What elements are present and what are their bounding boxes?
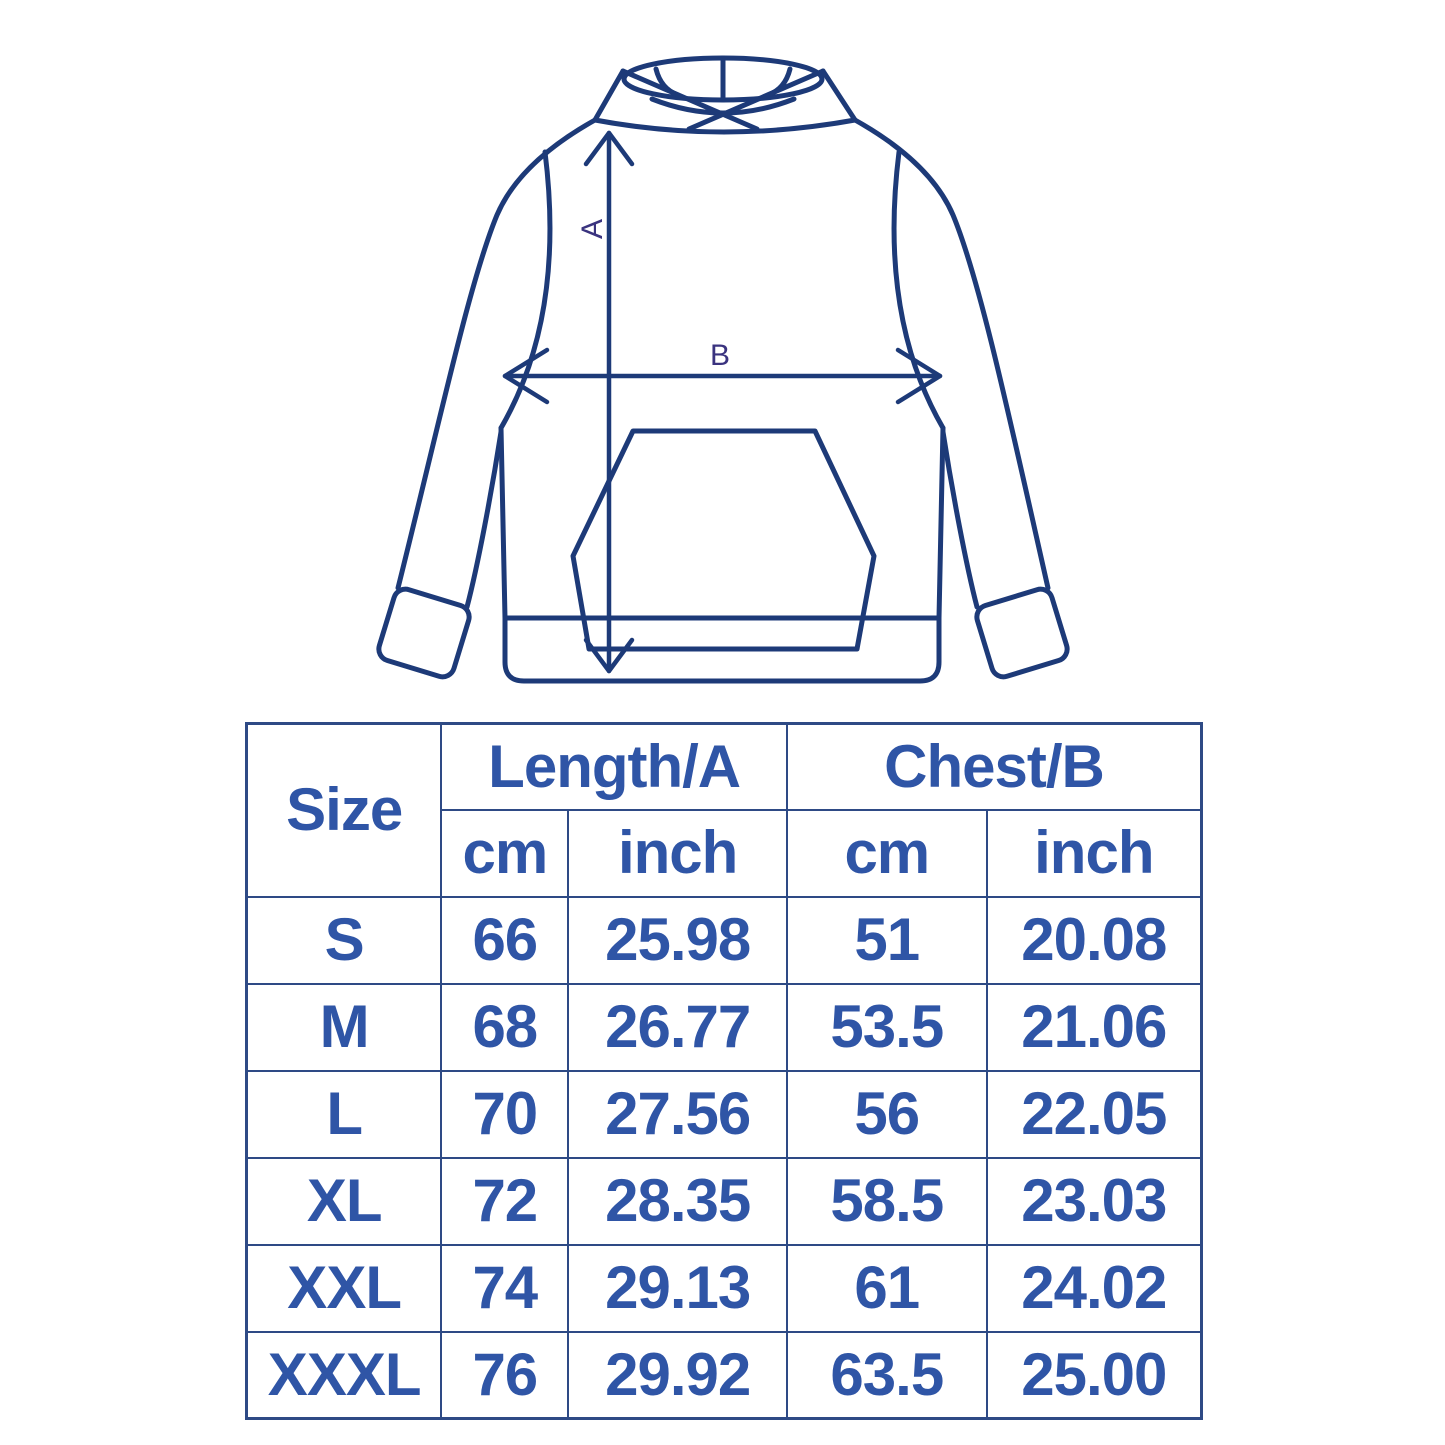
length-inch-value: 25.98 — [567, 895, 788, 985]
chest-cm-value: 53.5 — [786, 982, 988, 1072]
left-sleeve-outer-edge — [395, 117, 598, 591]
chest-inch-value: 22.05 — [985, 1069, 1203, 1159]
length-inch-value: 29.92 — [567, 1330, 788, 1420]
hood-chest-curve — [592, 117, 858, 135]
body-left-edge — [498, 425, 508, 621]
chest-column-header: Chest/B — [786, 722, 1203, 811]
dimension-label-a: A — [576, 219, 609, 239]
length-inch-value: 29.13 — [567, 1243, 788, 1333]
table-header-row: Size Length/A Chest/B — [245, 722, 1203, 898]
length-cm-value: 68 — [440, 982, 570, 1072]
hem-band-outline — [502, 615, 942, 684]
length-inch-unit-header: inch — [567, 808, 788, 898]
length-cm-value: 66 — [440, 895, 570, 985]
hoodie-line-drawing: A B — [376, 55, 1070, 684]
hood-left-cross-fold — [620, 68, 760, 132]
length-column-header: Length/A — [440, 722, 788, 811]
size-label: XL — [245, 1156, 443, 1246]
chest-cm-value: 63.5 — [786, 1330, 988, 1420]
chest-inch-value: 20.08 — [985, 895, 1203, 985]
table-unit-header-row: cm inch cm inch — [247, 808, 1203, 898]
length-inch-value: 26.77 — [567, 982, 788, 1072]
right-armhole-seam — [891, 149, 946, 431]
chest-inch-value: 25.00 — [985, 1330, 1203, 1420]
right-sleeve-inner-edge — [940, 429, 980, 610]
size-label: XXL — [245, 1243, 443, 1333]
table-row-l: L 70 27.56 56 22.05 — [245, 1069, 1203, 1159]
chest-cm-value: 58.5 — [786, 1156, 988, 1246]
length-inch-value: 27.56 — [567, 1069, 788, 1159]
length-cm-value: 76 — [440, 1330, 570, 1420]
chest-cm-value: 56 — [786, 1069, 988, 1159]
chest-inch-unit-header: inch — [985, 808, 1203, 898]
chest-inch-value: 21.06 — [985, 982, 1203, 1072]
right-cuff — [974, 586, 1070, 680]
left-cuff — [376, 586, 472, 680]
body-right-edge — [936, 425, 946, 621]
length-arrowhead-top — [583, 130, 635, 167]
hood-right-cross-fold — [686, 68, 826, 132]
length-arrowhead-bottom — [583, 637, 635, 674]
left-sleeve-inner-edge — [464, 429, 504, 610]
table-row-s: S 66 25.98 51 20.08 — [245, 895, 1203, 985]
size-column-header: Size — [245, 722, 443, 898]
chest-inch-value: 23.03 — [985, 1156, 1203, 1246]
size-label: S — [245, 895, 443, 985]
length-cm-value: 70 — [440, 1069, 570, 1159]
chest-cm-unit-header: cm — [786, 808, 988, 898]
chest-arrowhead-left — [502, 347, 550, 405]
hood-left-flap-edge — [592, 68, 626, 123]
size-label: XXXL — [245, 1330, 443, 1420]
table-row-xl: XL 72 28.35 58.5 23.03 — [245, 1156, 1203, 1246]
table-row-xxl: XXL 74 29.13 61 24.02 — [245, 1243, 1203, 1333]
left-armhole-seam — [498, 149, 553, 431]
table-row-xxxl: XXXL 76 29.92 63.5 25.00 — [245, 1330, 1203, 1420]
right-sleeve-outer-edge — [852, 117, 1051, 591]
chest-cm-value: 51 — [786, 895, 988, 985]
dimension-label-b: B — [710, 339, 730, 372]
length-cm-unit-header: cm — [440, 808, 570, 898]
chest-inch-value: 24.02 — [985, 1243, 1203, 1333]
chest-arrowhead-right — [895, 347, 943, 405]
kangaroo-pocket — [570, 428, 877, 652]
hood-right-flap-edge — [820, 68, 858, 123]
table-row-m: M 68 26.77 53.5 21.06 — [245, 982, 1203, 1072]
size-label: L — [245, 1069, 443, 1159]
size-label: M — [245, 982, 443, 1072]
length-inch-value: 28.35 — [567, 1156, 788, 1246]
length-cm-value: 74 — [440, 1243, 570, 1333]
length-cm-value: 72 — [440, 1156, 570, 1246]
size-chart-table: Size Length/A Chest/B cm inch cm inch S … — [245, 722, 1203, 1420]
chest-cm-value: 61 — [786, 1243, 988, 1333]
